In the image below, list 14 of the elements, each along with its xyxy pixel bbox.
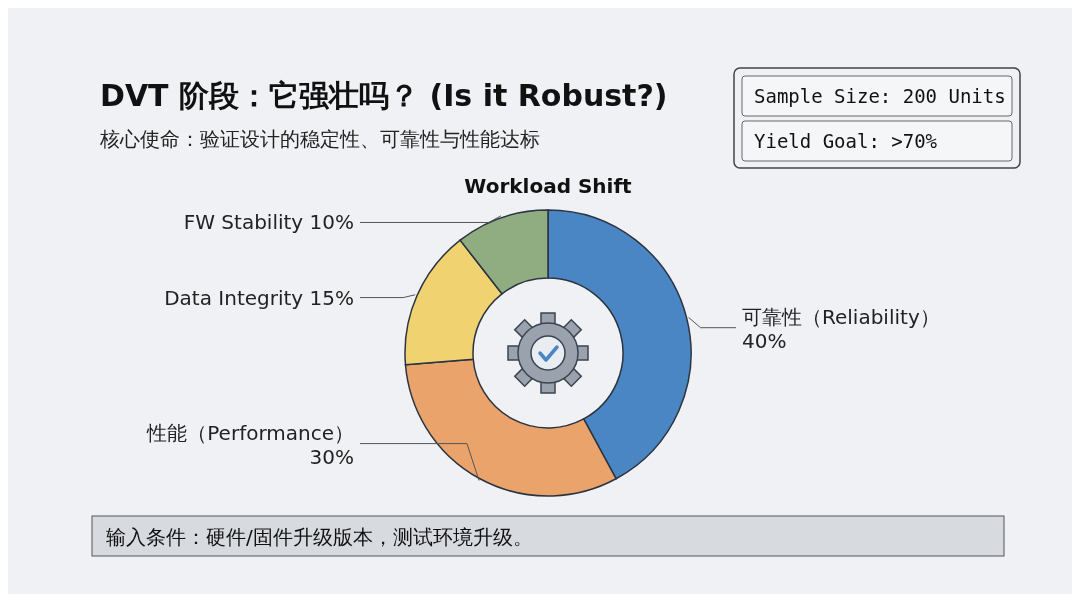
slice-label: 可靠性（Reliability） <box>742 304 940 329</box>
data-label: 10% <box>309 210 354 235</box>
chart-subtitle: 核心使命：验证设计的稳定性、可靠性与性能达标 <box>99 127 540 151</box>
data-label: 40% <box>742 328 787 353</box>
data-label: 30% <box>309 444 354 469</box>
slice-label: 性能（Performance） <box>146 420 354 445</box>
text: Yield Goal: >70% <box>754 130 938 152</box>
data-label: 15% <box>309 285 354 310</box>
text: Workload Shift <box>464 174 633 198</box>
slice-label: FW Stability <box>183 210 304 235</box>
chart-title: DVT 阶段：它强壮吗？ (Is it Robust?) <box>100 78 668 113</box>
text: 输入条件：硬件/固件升级版本，测试环境升级。 <box>106 525 533 549</box>
slice-label: Data Integrity <box>164 285 304 310</box>
text: Sample Size: 200 Units <box>754 85 1006 107</box>
